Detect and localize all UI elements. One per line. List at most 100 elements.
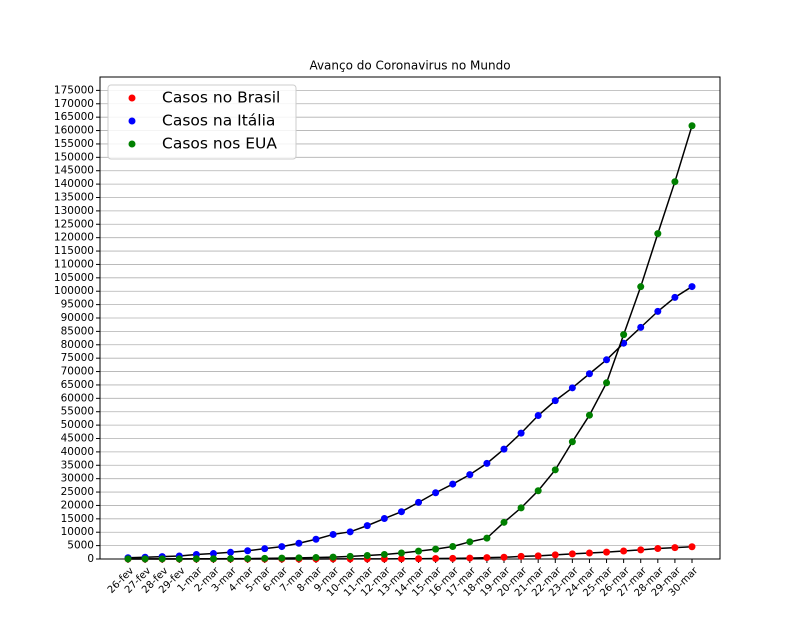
data-point (517, 552, 525, 560)
data-point (261, 545, 269, 553)
y-tick-label: 160000 (54, 125, 94, 137)
data-point (568, 384, 576, 392)
data-point (346, 552, 354, 560)
data-point (551, 397, 559, 405)
series-line (127, 285, 693, 559)
y-tick-label: 70000 (61, 366, 94, 378)
data-point (620, 331, 628, 339)
data-point (603, 379, 611, 387)
legend-marker (128, 94, 136, 102)
legend-label: Casos no Brasil (162, 89, 280, 107)
data-point (261, 554, 269, 562)
y-tick-label: 0 (87, 553, 94, 565)
data-point (483, 554, 491, 562)
data-point (227, 555, 235, 563)
y-tick-label: 150000 (54, 151, 94, 163)
legend-label: Casos na Itália (162, 112, 275, 130)
data-point (483, 459, 491, 467)
data-point (312, 554, 320, 562)
y-tick-label: 5000 (67, 540, 94, 552)
data-point (380, 515, 388, 523)
data-point (415, 555, 423, 563)
data-point (312, 535, 320, 543)
data-point (175, 555, 183, 563)
y-tick-label: 35000 (61, 459, 94, 471)
chart-title: Avanço do Coronavirus no Mundo (309, 59, 510, 73)
data-point (637, 283, 645, 291)
y-tick-label: 25000 (61, 486, 94, 498)
data-point (141, 555, 149, 563)
data-point (500, 518, 508, 526)
data-point (483, 534, 491, 542)
data-point (415, 498, 423, 506)
data-point (158, 555, 166, 563)
data-point (466, 554, 474, 562)
data-point (329, 553, 337, 561)
data-point (688, 283, 696, 291)
y-tick-label: 90000 (61, 312, 94, 324)
y-tick-label: 85000 (61, 325, 94, 337)
y-tick-label: 115000 (54, 245, 94, 257)
y-tick-label: 95000 (61, 299, 94, 311)
data-point (209, 550, 217, 558)
y-tick-label: 15000 (61, 513, 94, 525)
y-tick-label: 125000 (54, 218, 94, 230)
data-point (363, 522, 371, 530)
y-tick-label: 50000 (61, 419, 94, 431)
data-point (466, 538, 474, 546)
data-point (585, 370, 593, 378)
data-point (449, 543, 457, 551)
data-point (517, 504, 525, 512)
data-point (397, 555, 405, 563)
y-tick-label: 80000 (61, 339, 94, 351)
data-point (654, 545, 662, 553)
data-point (603, 356, 611, 364)
y-tick-label: 145000 (54, 165, 94, 177)
y-tick-label: 60000 (61, 392, 94, 404)
data-point (671, 293, 679, 301)
y-tick-label: 110000 (54, 258, 94, 270)
data-point (278, 554, 286, 562)
y-tick-label: 100000 (54, 285, 94, 297)
data-point (654, 307, 662, 315)
data-point (432, 545, 440, 553)
data-point (278, 543, 286, 551)
data-point (671, 544, 679, 552)
data-point (534, 412, 542, 420)
data-point (637, 323, 645, 331)
data-point (534, 487, 542, 495)
y-tick-label: 130000 (54, 205, 94, 217)
series-line (128, 125, 693, 560)
data-point (500, 445, 508, 453)
legend-box (107, 84, 297, 160)
y-tick-label: 65000 (61, 379, 94, 391)
data-point (671, 178, 679, 186)
y-tick-label: 175000 (54, 84, 94, 96)
data-point (329, 530, 337, 538)
data-point (534, 552, 542, 560)
data-point (432, 489, 440, 497)
data-point (551, 551, 559, 559)
data-point (637, 546, 645, 554)
data-point (415, 547, 423, 555)
data-point (346, 528, 354, 536)
data-point (688, 122, 696, 130)
data-point (568, 550, 576, 558)
data-point (585, 549, 593, 557)
data-point (688, 543, 696, 551)
data-point (380, 550, 388, 558)
y-tick-label: 20000 (61, 499, 94, 511)
legend-marker (128, 117, 136, 125)
data-point (124, 555, 132, 563)
data-point (244, 547, 252, 555)
data-point (397, 508, 405, 516)
data-point (517, 429, 525, 437)
data-point (227, 548, 235, 556)
y-tick-label: 140000 (54, 178, 94, 190)
y-tick-label: 165000 (54, 111, 94, 123)
y-tick-label: 55000 (61, 406, 94, 418)
y-tick-label: 45000 (61, 433, 94, 445)
data-point (209, 555, 217, 563)
y-tick-label: 170000 (54, 98, 94, 110)
